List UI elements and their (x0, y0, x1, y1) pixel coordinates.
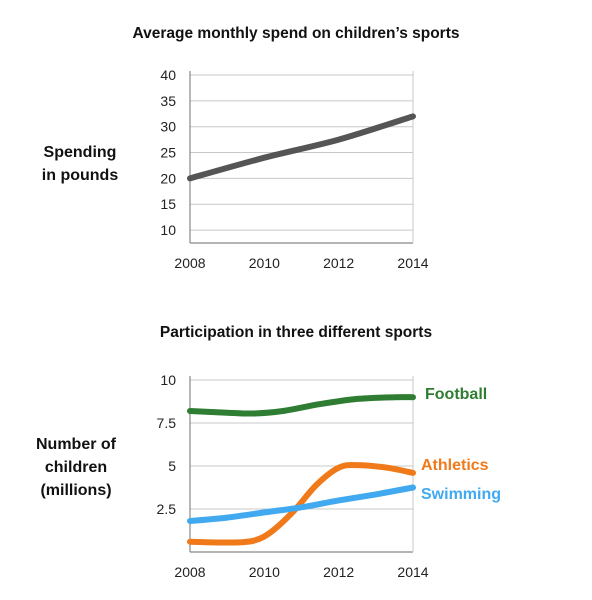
participation-ylabel-line3: (millions) (40, 482, 111, 499)
y-tick-label: 40 (160, 67, 176, 83)
football-series-label: Football (425, 386, 487, 403)
x-tick-label: 2012 (323, 564, 354, 580)
x-tick-label: 2010 (249, 255, 280, 271)
x-tick-label: 2008 (174, 564, 205, 580)
participation-ylabel-line2: children (45, 459, 107, 476)
athletics-series-label: Athletics (421, 457, 489, 474)
participation-chart: Participation in three different sports … (36, 324, 501, 580)
spending-line (187, 113, 416, 182)
y-tick-label: 10 (160, 222, 176, 238)
swimming-line (187, 484, 416, 524)
y-tick-label: 35 (160, 93, 176, 109)
y-tick-label: 20 (160, 170, 176, 186)
y-tick-label: 5 (168, 458, 176, 474)
spend-chart: Average monthly spend on children’s spor… (42, 25, 460, 271)
y-tick-label: 15 (160, 196, 176, 212)
x-tick-label: 2014 (397, 564, 428, 580)
y-tick-label: 30 (160, 119, 176, 135)
athletics-line (187, 462, 416, 546)
y-tick-label: 10 (160, 372, 176, 388)
x-tick-label: 2014 (397, 255, 428, 271)
spend-ylabel-line1: Spending (44, 144, 117, 161)
spend-ylabel-line2: in pounds (42, 167, 119, 184)
participation-ylabel-line1: Number of (36, 436, 117, 453)
y-tick-label: 7.5 (157, 415, 177, 431)
x-tick-label: 2010 (249, 564, 280, 580)
participation-chart-title: Participation in three different sports (160, 324, 432, 341)
x-tick-label: 2008 (174, 255, 205, 271)
x-tick-label: 2012 (323, 255, 354, 271)
y-tick-label: 2.5 (157, 501, 177, 517)
football-line (187, 394, 416, 417)
swimming-series-label: Swimming (421, 486, 501, 503)
spend-chart-title: Average monthly spend on children’s spor… (133, 25, 460, 42)
y-tick-label: 25 (160, 145, 176, 161)
